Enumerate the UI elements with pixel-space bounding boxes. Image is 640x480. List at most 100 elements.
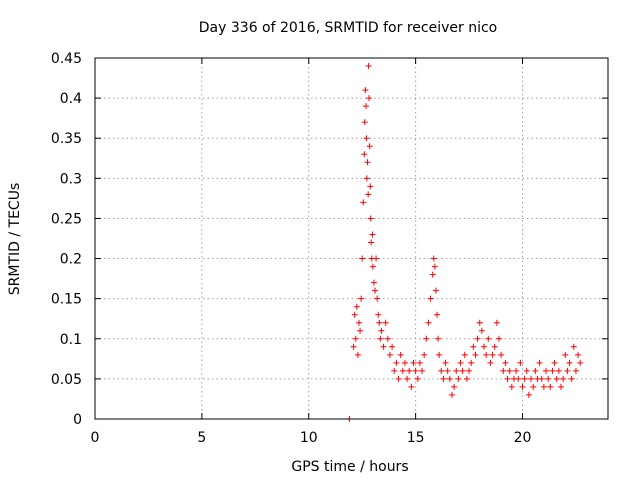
data-point: [566, 359, 573, 366]
data-point: [432, 287, 439, 294]
data-point: [438, 367, 445, 374]
data-point: [444, 367, 451, 374]
data-point: [476, 319, 483, 326]
data-point: [435, 335, 442, 342]
data-point: [431, 263, 438, 270]
data-point: [386, 351, 393, 358]
data-point: [553, 375, 560, 382]
data-point: [360, 199, 367, 206]
data-point: [369, 263, 376, 270]
data-point: [377, 335, 384, 342]
data-point: [483, 351, 490, 358]
data-point: [359, 255, 366, 262]
data-point: [457, 359, 464, 366]
data-point: [564, 367, 571, 374]
data-point: [495, 335, 502, 342]
data-point: [352, 335, 359, 342]
data-point: [485, 335, 492, 342]
data-point: [406, 367, 413, 374]
data-point: [363, 135, 370, 142]
plot-frame: [94, 57, 609, 420]
data-point: [551, 359, 558, 366]
data-point: [519, 383, 526, 390]
data-point: [446, 375, 453, 382]
data-point: [572, 367, 579, 374]
data-point: [389, 343, 396, 350]
data-point: [364, 159, 371, 166]
data-point: [538, 375, 545, 382]
x-tick-label: 5: [197, 430, 206, 446]
data-point: [375, 311, 382, 318]
data-points: [346, 63, 584, 422]
data-point: [401, 359, 408, 366]
data-point: [568, 375, 575, 382]
data-point: [367, 183, 374, 190]
y-tick-label: 0.15: [51, 292, 82, 308]
data-point: [502, 359, 509, 366]
data-point: [453, 367, 460, 374]
data-point: [353, 303, 360, 310]
data-point: [491, 343, 498, 350]
y-tick-label: 0.4: [60, 91, 82, 107]
y-tick-label: 0.45: [51, 51, 82, 67]
data-point: [540, 383, 547, 390]
y-tick-label: 0.35: [51, 131, 82, 147]
data-point: [357, 327, 364, 334]
data-point: [365, 191, 372, 198]
data-point: [523, 367, 530, 374]
data-point: [547, 383, 554, 390]
data-point: [395, 375, 402, 382]
data-point: [528, 375, 535, 382]
data-point: [361, 151, 368, 158]
x-tick-label: 20: [514, 430, 532, 446]
data-point: [493, 319, 500, 326]
y-tick-label: 0.25: [51, 211, 82, 227]
y-tick-label: 0.2: [60, 252, 82, 268]
data-point: [425, 319, 432, 326]
data-point: [508, 383, 515, 390]
data-point: [545, 375, 552, 382]
data-point: [515, 375, 522, 382]
data-point: [366, 95, 373, 102]
data-point: [557, 383, 564, 390]
x-tick-label: 0: [91, 430, 100, 446]
data-point: [399, 367, 406, 374]
data-point: [577, 359, 584, 366]
data-point: [500, 367, 507, 374]
data-point: [448, 391, 455, 398]
data-point: [374, 295, 381, 302]
data-point: [404, 375, 411, 382]
data-point: [351, 311, 358, 318]
data-point: [427, 295, 434, 302]
data-point: [366, 143, 373, 150]
data-point: [436, 351, 443, 358]
data-point: [362, 87, 369, 94]
data-point: [365, 63, 372, 70]
data-point: [414, 375, 421, 382]
data-point: [373, 255, 380, 262]
data-point: [363, 103, 370, 110]
data-point: [555, 367, 562, 374]
data-point: [459, 367, 466, 374]
data-point: [363, 175, 370, 182]
data-point: [442, 359, 449, 366]
data-point: [474, 335, 481, 342]
data-point: [372, 287, 379, 294]
data-point: [525, 391, 532, 398]
data-point: [472, 351, 479, 358]
data-point: [410, 359, 417, 366]
data-point: [504, 375, 511, 382]
data-point: [461, 351, 468, 358]
data-point: [478, 327, 485, 334]
data-point: [463, 375, 470, 382]
data-point: [470, 343, 477, 350]
data-point: [391, 367, 398, 374]
data-point: [382, 319, 389, 326]
y-tick-label: 0.05: [51, 372, 82, 388]
data-point: [380, 343, 387, 350]
data-point: [532, 367, 539, 374]
y-tick-label: 0: [73, 412, 82, 428]
data-point: [354, 351, 361, 358]
y-tick-label: 0.1: [60, 332, 82, 348]
x-tick-label: 10: [300, 430, 318, 446]
